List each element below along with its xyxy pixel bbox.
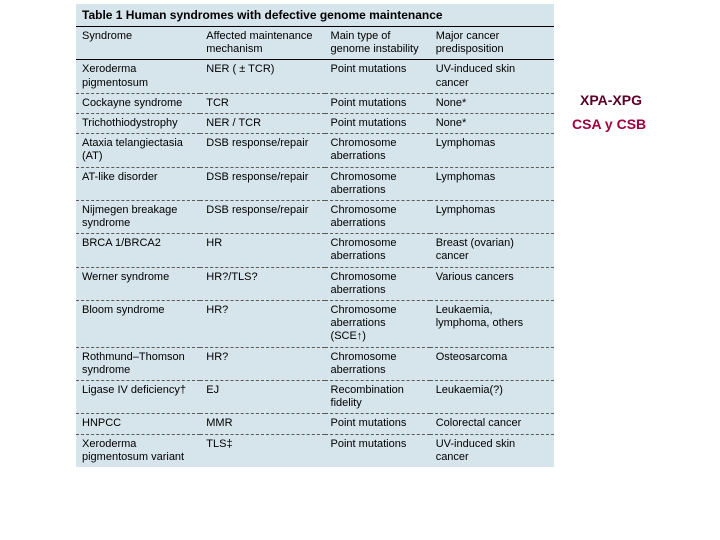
table-row: Werner syndromeHR?/TLS?Chromosome aberra… [76, 267, 554, 300]
table-row: Rothmund–Thomson syndromeHR?Chromosome a… [76, 347, 554, 380]
table-cell: Recombination fidelity [325, 380, 430, 413]
table-cell: Xeroderma pigmentosum [76, 60, 200, 93]
table-cell: UV-induced skin cancer [430, 434, 554, 467]
table-cell: Lymphomas [430, 134, 554, 167]
table-row: Ataxia telangiectasia (AT)DSB response/r… [76, 134, 554, 167]
table-row: Cockayne syndromeTCRPoint mutationsNone* [76, 93, 554, 113]
annotation-csa-csb: CSA y CSB [572, 116, 646, 132]
table-cell: Chromosome aberrations [325, 267, 430, 300]
table-cell: Rothmund–Thomson syndrome [76, 347, 200, 380]
table-cell: Nijmegen breakage syndrome [76, 200, 200, 233]
table-cell: Leukaemia, lymphoma, others [430, 301, 554, 348]
table-cell: NER / TCR [200, 113, 324, 133]
col-header: Main type of genome instability [325, 27, 430, 60]
table-wrap: Table 1 Human syndromes with defective g… [76, 4, 554, 467]
table-row: AT-like disorderDSB response/repairChrom… [76, 167, 554, 200]
table-cell: Cockayne syndrome [76, 93, 200, 113]
table-cell: Lymphomas [430, 167, 554, 200]
table-row: Xeroderma pigmentosum variantTLS‡Point m… [76, 434, 554, 467]
annotation-xpa-xpg: XPA-XPG [580, 92, 642, 108]
table-row: Nijmegen breakage syndromeDSB response/r… [76, 200, 554, 233]
table-cell: Colorectal cancer [430, 414, 554, 434]
table-cell: HR? [200, 347, 324, 380]
table-cell: Trichothiodystrophy [76, 113, 200, 133]
syndromes-table: Syndrome Affected maintenance mechanism … [76, 26, 554, 467]
table-cell: Lymphomas [430, 200, 554, 233]
table-cell: Chromosome aberrations (SCE↑) [325, 301, 430, 348]
table-cell: Chromosome aberrations [325, 200, 430, 233]
table-cell: Chromosome aberrations [325, 134, 430, 167]
table-cell: Point mutations [325, 113, 430, 133]
table-cell: Various cancers [430, 267, 554, 300]
table-row: BRCA 1/BRCA2HRChromosome aberrationsBrea… [76, 234, 554, 267]
table-cell: Breast (ovarian) cancer [430, 234, 554, 267]
table-cell: Chromosome aberrations [325, 234, 430, 267]
table-cell: UV-induced skin cancer [430, 60, 554, 93]
table-cell: Leukaemia(?) [430, 380, 554, 413]
table-cell: BRCA 1/BRCA2 [76, 234, 200, 267]
table-row: Xeroderma pigmentosumNER ( ± TCR)Point m… [76, 60, 554, 93]
table-cell: None* [430, 93, 554, 113]
table-body: Xeroderma pigmentosumNER ( ± TCR)Point m… [76, 60, 554, 467]
table-row: Bloom syndromeHR?Chromosome aberrations … [76, 301, 554, 348]
table-cell: Ligase IV deficiency† [76, 380, 200, 413]
table-cell: AT-like disorder [76, 167, 200, 200]
table-cell: TCR [200, 93, 324, 113]
header-row: Syndrome Affected maintenance mechanism … [76, 27, 554, 60]
table-cell: Point mutations [325, 93, 430, 113]
table-cell: Ataxia telangiectasia (AT) [76, 134, 200, 167]
table-cell: NER ( ± TCR) [200, 60, 324, 93]
table-cell: HR?/TLS? [200, 267, 324, 300]
table-cell: Xeroderma pigmentosum variant [76, 434, 200, 467]
col-header: Major cancer predisposition [430, 27, 554, 60]
table-cell: Bloom syndrome [76, 301, 200, 348]
table-cell: TLS‡ [200, 434, 324, 467]
table-head: Syndrome Affected maintenance mechanism … [76, 27, 554, 60]
table-cell: Chromosome aberrations [325, 347, 430, 380]
table-cell: HR [200, 234, 324, 267]
table-row: Ligase IV deficiency†EJRecombination fid… [76, 380, 554, 413]
table-row: HNPCCMMRPoint mutationsColorectal cancer [76, 414, 554, 434]
table-cell: EJ [200, 380, 324, 413]
table-cell: Point mutations [325, 60, 430, 93]
table-cell: MMR [200, 414, 324, 434]
page: Table 1 Human syndromes with defective g… [0, 0, 720, 540]
table-cell: DSB response/repair [200, 200, 324, 233]
table-cell: DSB response/repair [200, 167, 324, 200]
table-cell: DSB response/repair [200, 134, 324, 167]
table-cell: HNPCC [76, 414, 200, 434]
table-cell: HR? [200, 301, 324, 348]
table-cell: None* [430, 113, 554, 133]
table-row: TrichothiodystrophyNER / TCRPoint mutati… [76, 113, 554, 133]
table-cell: Point mutations [325, 434, 430, 467]
table-title: Table 1 Human syndromes with defective g… [76, 4, 554, 26]
table-cell: Werner syndrome [76, 267, 200, 300]
col-header: Affected maintenance mechanism [200, 27, 324, 60]
col-header: Syndrome [76, 27, 200, 60]
table-cell: Point mutations [325, 414, 430, 434]
table-cell: Chromosome aberrations [325, 167, 430, 200]
table-cell: Osteosarcoma [430, 347, 554, 380]
